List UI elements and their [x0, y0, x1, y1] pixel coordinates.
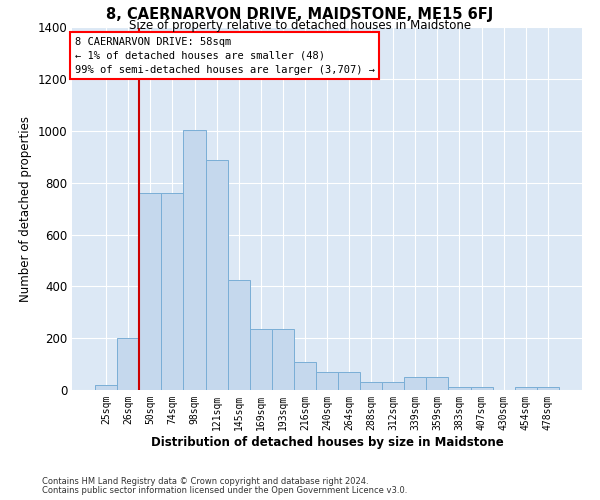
Bar — [427, 377, 448, 390]
Bar — [139, 193, 161, 390]
Text: 8, CAERNARVON DRIVE, MAIDSTONE, ME15 6FJ: 8, CAERNARVON DRIVE, MAIDSTONE, ME15 6FJ — [106, 8, 494, 22]
Bar — [272, 329, 294, 390]
Bar — [206, 160, 227, 390]
Bar — [404, 377, 427, 390]
Bar — [360, 382, 382, 390]
Text: Contains public sector information licensed under the Open Government Licence v3: Contains public sector information licen… — [42, 486, 407, 495]
Text: Contains HM Land Registry data © Crown copyright and database right 2024.: Contains HM Land Registry data © Crown c… — [42, 477, 368, 486]
Bar — [161, 193, 184, 390]
Text: Size of property relative to detached houses in Maidstone: Size of property relative to detached ho… — [129, 19, 471, 32]
X-axis label: Distribution of detached houses by size in Maidstone: Distribution of detached houses by size … — [151, 436, 503, 448]
Y-axis label: Number of detached properties: Number of detached properties — [19, 116, 32, 302]
Bar — [448, 388, 470, 390]
Bar — [470, 388, 493, 390]
Bar — [316, 372, 338, 390]
Bar — [382, 382, 404, 390]
Bar — [227, 280, 250, 390]
Bar — [117, 338, 139, 390]
Bar — [537, 388, 559, 390]
Bar — [515, 388, 537, 390]
Bar — [250, 329, 272, 390]
Bar — [95, 385, 117, 390]
Text: 8 CAERNARVON DRIVE: 58sqm
← 1% of detached houses are smaller (48)
99% of semi-d: 8 CAERNARVON DRIVE: 58sqm ← 1% of detach… — [74, 36, 374, 74]
Bar — [294, 362, 316, 390]
Bar — [184, 130, 206, 390]
Bar — [338, 372, 360, 390]
